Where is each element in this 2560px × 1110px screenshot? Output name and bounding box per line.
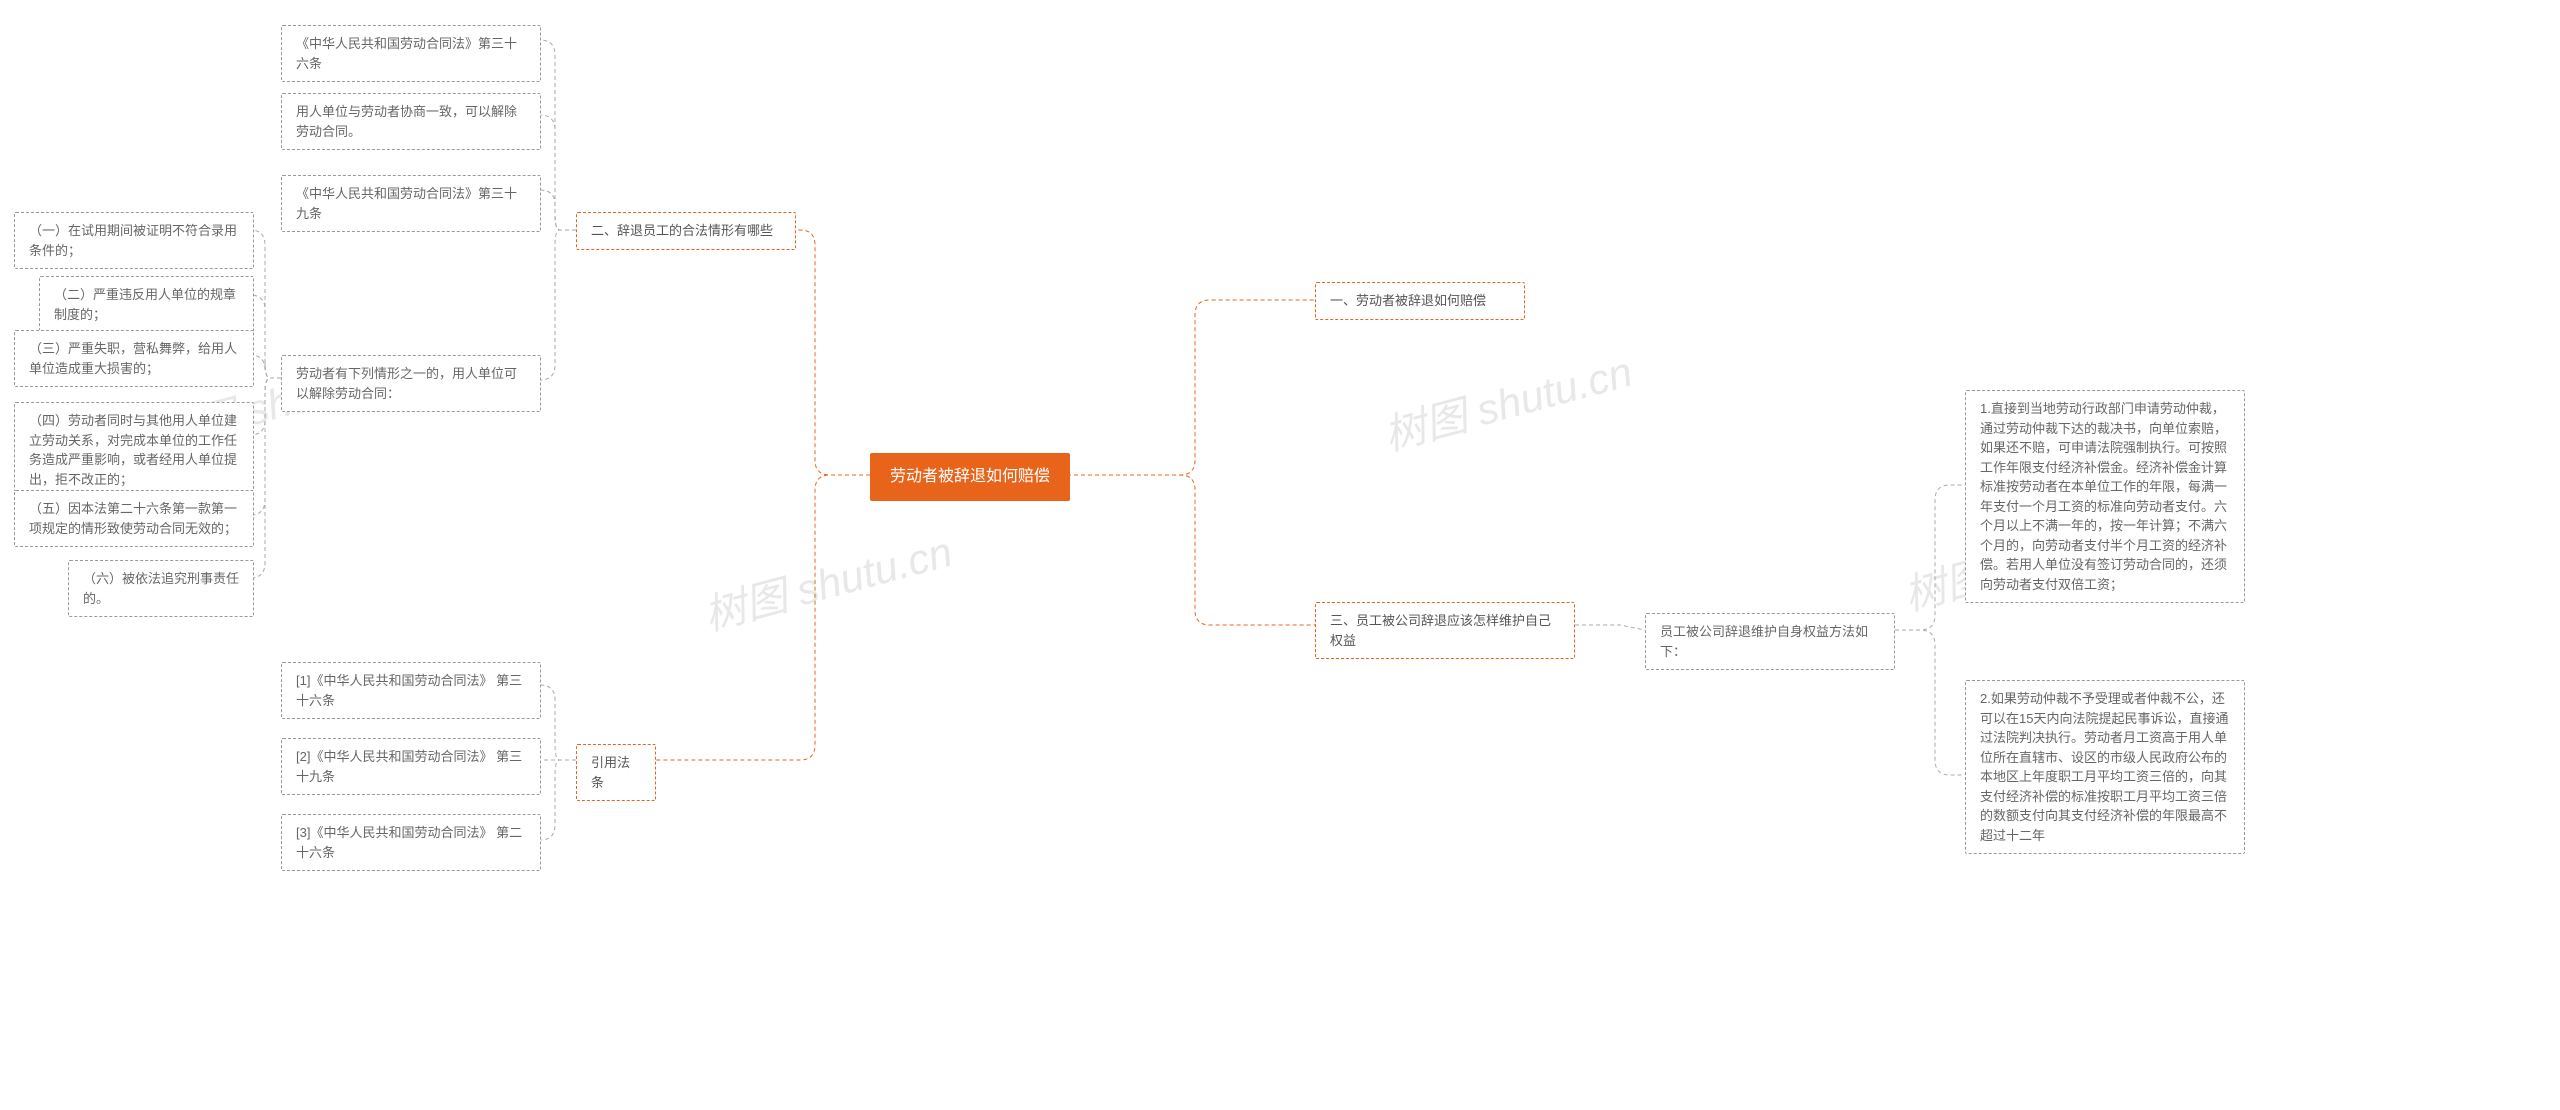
branch-node-1: 一、劳动者被辞退如何赔偿 bbox=[1315, 282, 1525, 320]
branch-node-refs: 引用法条 bbox=[576, 744, 656, 801]
sub-node-2-4-6: （六）被依法追究刑事责任的。 bbox=[68, 560, 254, 617]
watermark: 树图 shutu.cn bbox=[696, 518, 958, 643]
sub-node-2-1: 《中华人民共和国劳动合同法》第三十六条 bbox=[281, 25, 541, 82]
sub-node-2-2: 用人单位与劳动者协商一致，可以解除劳动合同。 bbox=[281, 93, 541, 150]
sub-node-3-1-1: 1.直接到当地劳动行政部门申请劳动仲裁，通过劳动仲裁下达的裁决书，向单位索赔，如… bbox=[1965, 390, 2245, 603]
branch-node-2: 二、辞退员工的合法情形有哪些 bbox=[576, 212, 796, 250]
sub-node-2-4-3: （三）严重失职，营私舞弊，给用人单位造成重大损害的； bbox=[14, 330, 254, 387]
sub-node-refs-1: [1]《中华人民共和国劳动合同法》 第三十六条 bbox=[281, 662, 541, 719]
branch-node-3: 三、员工被公司辞退应该怎样维护自己权益 bbox=[1315, 602, 1575, 659]
watermark: 树图 shutu.cn bbox=[1376, 338, 1638, 463]
sub-node-2-4-5: （五）因本法第二十六条第一款第一项规定的情形致使劳动合同无效的； bbox=[14, 490, 254, 547]
sub-node-refs-3: [3]《中华人民共和国劳动合同法》 第二十六条 bbox=[281, 814, 541, 871]
sub-node-refs-2: [2]《中华人民共和国劳动合同法》 第三十九条 bbox=[281, 738, 541, 795]
sub-node-3-1-2: 2.如果劳动仲裁不予受理或者仲裁不公，还可以在15天内向法院提起民事诉讼，直接通… bbox=[1965, 680, 2245, 854]
sub-node-2-4-4: （四）劳动者同时与其他用人单位建立劳动关系，对完成本单位的工作任务造成严重影响，… bbox=[14, 402, 254, 498]
sub-node-2-4: 劳动者有下列情形之一的，用人单位可以解除劳动合同： bbox=[281, 355, 541, 412]
sub-node-2-3: 《中华人民共和国劳动合同法》第三十九条 bbox=[281, 175, 541, 232]
sub-node-2-4-1: （一）在试用期间被证明不符合录用条件的； bbox=[14, 212, 254, 269]
sub-node-3-1: 员工被公司辞退维护自身权益方法如下： bbox=[1645, 613, 1895, 670]
sub-node-2-4-2: （二）严重违反用人单位的规章制度的； bbox=[39, 276, 254, 333]
center-node: 劳动者被辞退如何赔偿 bbox=[870, 453, 1070, 501]
